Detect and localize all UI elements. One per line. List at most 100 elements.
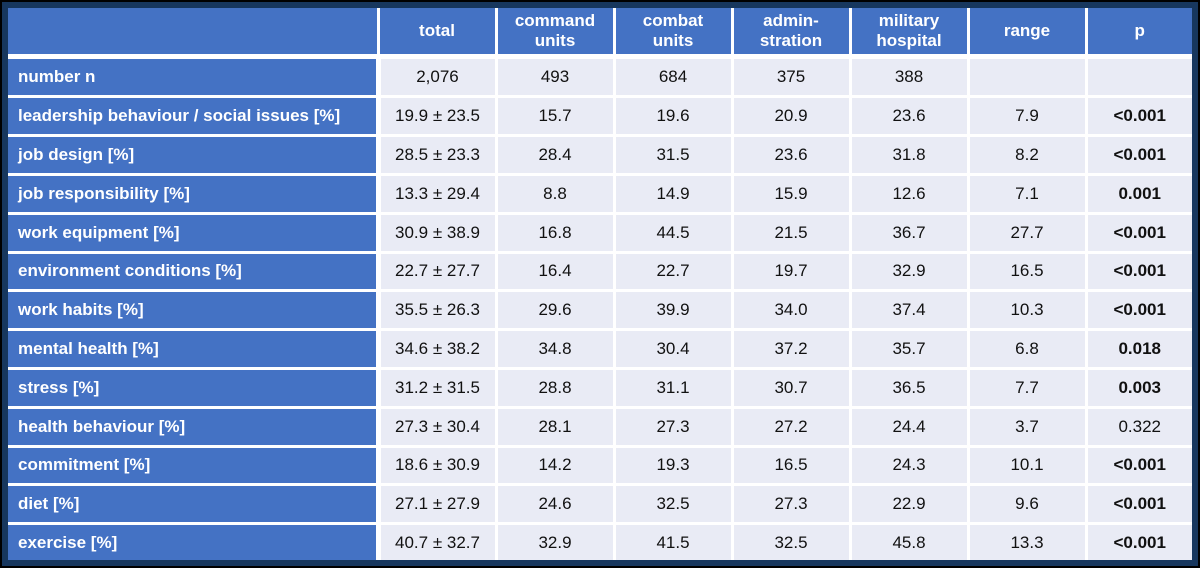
header-cell-military-hospital: military hospital <box>850 8 970 59</box>
data-cell: 15.7 <box>496 96 616 138</box>
row-label: work equipment [%] <box>8 213 381 254</box>
p-value-cell: <0.001 <box>1086 213 1192 254</box>
row-label: mental health [%] <box>8 329 381 370</box>
data-cell: 23.6 <box>850 96 970 138</box>
data-cell: 32.9 <box>850 252 970 293</box>
data-cell <box>968 56 1088 99</box>
p-value-cell: <0.001 <box>1086 523 1192 560</box>
data-cell: 22.9 <box>850 484 970 526</box>
data-cell: 16.4 <box>496 252 616 293</box>
row-label: number n <box>8 56 381 99</box>
data-cell: 19.9 ± 23.5 <box>378 96 498 138</box>
data-cell: 44.5 <box>614 213 734 254</box>
table-row: work equipment [%] 30.9 ± 38.9 16.8 44.5 21.… <box>8 213 1192 254</box>
data-cell: 13.3 <box>968 523 1088 560</box>
data-cell: 9.6 <box>968 484 1088 526</box>
data-cell: 39.9 <box>614 290 734 332</box>
header-row: total command units combat units admin- … <box>8 8 1192 59</box>
data-cell: 21.5 <box>732 213 852 254</box>
data-cell: 388 <box>850 56 970 99</box>
data-cell: 16.8 <box>496 213 616 254</box>
data-cell: 8.2 <box>968 135 1088 177</box>
row-label: job responsibility [%] <box>8 174 381 215</box>
data-cell: 32.5 <box>732 523 852 560</box>
header-cell-total: total <box>378 8 498 59</box>
data-cell: 34.8 <box>496 329 616 370</box>
data-cell: 28.1 <box>496 407 616 448</box>
data-cell: 3.7 <box>968 407 1088 448</box>
data-cell: 28.5 ± 23.3 <box>378 135 498 177</box>
header-cell-command-units: command units <box>496 8 616 59</box>
data-cell: 14.9 <box>614 174 734 215</box>
data-cell: 19.7 <box>732 252 852 293</box>
p-value-cell: <0.001 <box>1086 135 1192 177</box>
row-label: commitment [%] <box>8 446 381 487</box>
table-row: mental health [%] 34.6 ± 38.2 34.8 30.4 37.2… <box>8 329 1192 370</box>
data-cell: 12.6 <box>850 174 970 215</box>
data-cell: 13.3 ± 29.4 <box>378 174 498 215</box>
row-label: exercise [%] <box>8 523 381 560</box>
data-cell: 7.9 <box>968 96 1088 138</box>
table-row: environment conditions [%] 22.7 ± 27.7 16.… <box>8 252 1192 293</box>
data-cell: 16.5 <box>968 252 1088 293</box>
data-cell: 15.9 <box>732 174 852 215</box>
data-cell: 29.6 <box>496 290 616 332</box>
data-cell: 22.7 ± 27.7 <box>378 252 498 293</box>
data-cell: 31.2 ± 31.5 <box>378 368 498 409</box>
data-cell: 34.0 <box>732 290 852 332</box>
data-cell: 8.8 <box>496 174 616 215</box>
row-label: job design [%] <box>8 135 381 177</box>
data-cell: 45.8 <box>850 523 970 560</box>
header-cell-combat-units: combat units <box>614 8 734 59</box>
header-cell-range: range <box>968 8 1088 59</box>
row-label: environment conditions [%] <box>8 252 381 293</box>
data-cell: 24.4 <box>850 407 970 448</box>
p-value-cell: 0.001 <box>1086 174 1192 215</box>
data-cell: 27.2 <box>732 407 852 448</box>
data-cell: 27.3 <box>614 407 734 448</box>
data-cell: 32.5 <box>614 484 734 526</box>
data-cell: 34.6 ± 38.2 <box>378 329 498 370</box>
p-value-cell: <0.001 <box>1086 446 1192 487</box>
table-row: stress [%] 31.2 ± 31.5 28.8 31.1 30.7 36.5 7.7… <box>8 368 1192 409</box>
p-value-cell: <0.001 <box>1086 484 1192 526</box>
data-cell: 10.3 <box>968 290 1088 332</box>
header-cell-empty <box>8 8 380 59</box>
data-cell: 28.4 <box>496 135 616 177</box>
table-row: leadership behaviour / social issues [%]… <box>8 96 1192 138</box>
data-cell: 27.3 ± 30.4 <box>378 407 498 448</box>
p-value-cell: 0.322 <box>1086 407 1192 448</box>
data-cell: 27.7 <box>968 213 1088 254</box>
data-cell: 28.8 <box>496 368 616 409</box>
p-value-cell: <0.001 <box>1086 290 1192 332</box>
data-cell: 16.5 <box>732 446 852 487</box>
p-value-cell: 0.003 <box>1086 368 1192 409</box>
table-row: commitment [%] 18.6 ± 30.9 14.2 19.3 16.5 24.… <box>8 446 1192 487</box>
stressor-comparison-table: total command units combat units admin- … <box>8 8 1192 560</box>
p-value-cell <box>1086 56 1192 99</box>
data-cell: 37.4 <box>850 290 970 332</box>
data-cell: 27.1 ± 27.9 <box>378 484 498 526</box>
p-value-cell: <0.001 <box>1086 96 1192 138</box>
row-label: diet [%] <box>8 484 381 526</box>
row-label: work habits [%] <box>8 290 381 332</box>
data-cell: 41.5 <box>614 523 734 560</box>
data-cell: 19.6 <box>614 96 734 138</box>
data-cell: 27.3 <box>732 484 852 526</box>
data-cell: 2,076 <box>378 56 498 99</box>
data-cell: 22.7 <box>614 252 734 293</box>
data-cell: 684 <box>614 56 734 99</box>
table-row: health behaviour [%] 27.3 ± 30.4 28.1 27.3 2… <box>8 407 1192 448</box>
data-cell: 19.3 <box>614 446 734 487</box>
data-cell: 30.4 <box>614 329 734 370</box>
data-cell: 31.1 <box>614 368 734 409</box>
data-cell: 375 <box>732 56 852 99</box>
data-cell: 32.9 <box>496 523 616 560</box>
data-cell: 23.6 <box>732 135 852 177</box>
data-cell: 36.7 <box>850 213 970 254</box>
data-cell: 18.6 ± 30.9 <box>378 446 498 487</box>
data-cell: 31.5 <box>614 135 734 177</box>
data-cell: 14.2 <box>496 446 616 487</box>
data-cell: 20.9 <box>732 96 852 138</box>
